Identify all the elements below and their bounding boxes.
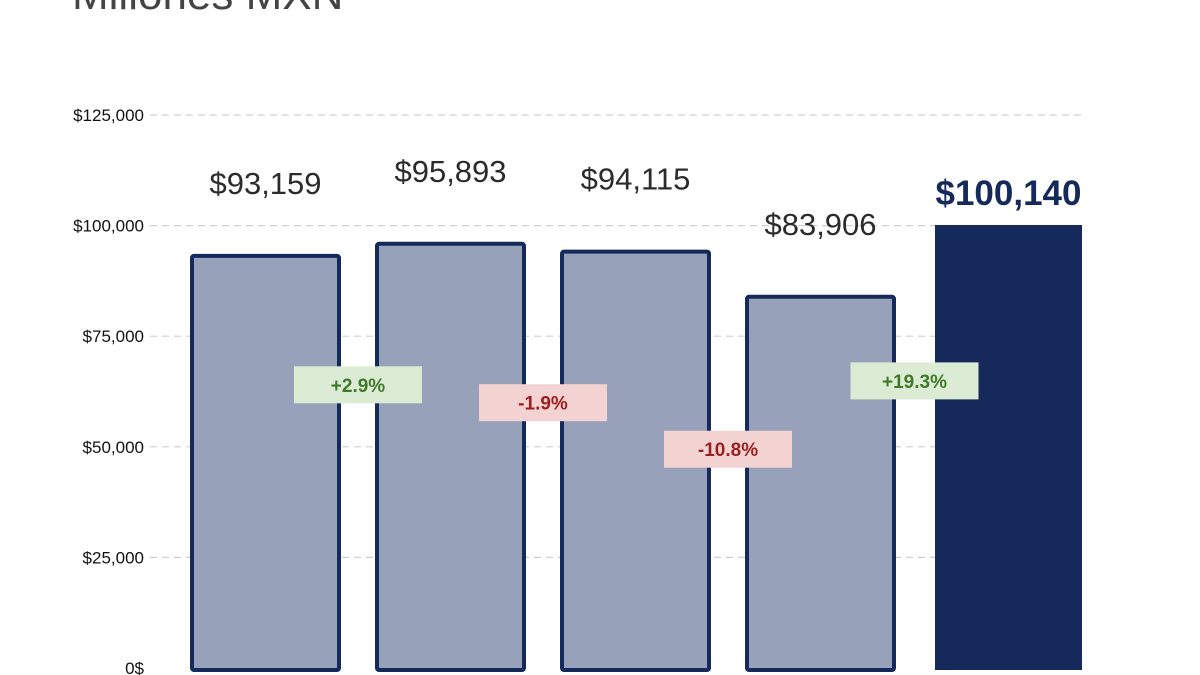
change-badge: -10.8%: [664, 430, 792, 468]
y-tick-label: $125,000: [73, 106, 144, 125]
y-tick-label: $75,000: [83, 327, 144, 346]
y-tick-label: 0$: [125, 659, 144, 675]
y-axis-ticks: 0$ $25,000 $50,000 $75,000 $100,000 $125,000: [73, 106, 144, 675]
change-badge: +2.9%: [294, 366, 422, 404]
change-badge: -1.9%: [479, 384, 607, 422]
bar-value-label: $95,893: [394, 154, 506, 189]
change-badge-bg: [664, 430, 792, 468]
bar: [745, 294, 896, 672]
bars: [190, 224, 1082, 672]
y-tick-label: $100,000: [73, 217, 144, 236]
bar-value-label: $93,159: [209, 166, 321, 201]
y-tick-label: $25,000: [83, 548, 144, 567]
bar-value-label: $83,906: [764, 207, 876, 242]
bar-value-label: $100,140: [936, 174, 1082, 213]
bar: [190, 253, 341, 672]
change-badge-bg: [479, 384, 607, 422]
value-labels: $93,159 $95,893 $94,115 $83,906 $100,140: [209, 154, 1081, 242]
change-badge: +19.3%: [850, 362, 979, 400]
change-badge-label: +2.9%: [331, 376, 386, 397]
bar: [375, 241, 526, 672]
change-badge-bg: [850, 362, 979, 400]
y-tick-label: $50,000: [83, 438, 144, 457]
change-badge-label: -10.8%: [698, 440, 758, 461]
bar-value-label: $94,115: [581, 162, 691, 197]
bar-highlight: [935, 224, 1082, 670]
change-badges: +2.9% -1.9% -10.8% +19.3%: [294, 362, 979, 468]
change-badge-label: +19.3%: [882, 372, 947, 393]
chart-title: Millones MXN: [72, 0, 343, 20]
change-badge-label: -1.9%: [518, 394, 568, 415]
change-badge-bg: [294, 366, 422, 404]
